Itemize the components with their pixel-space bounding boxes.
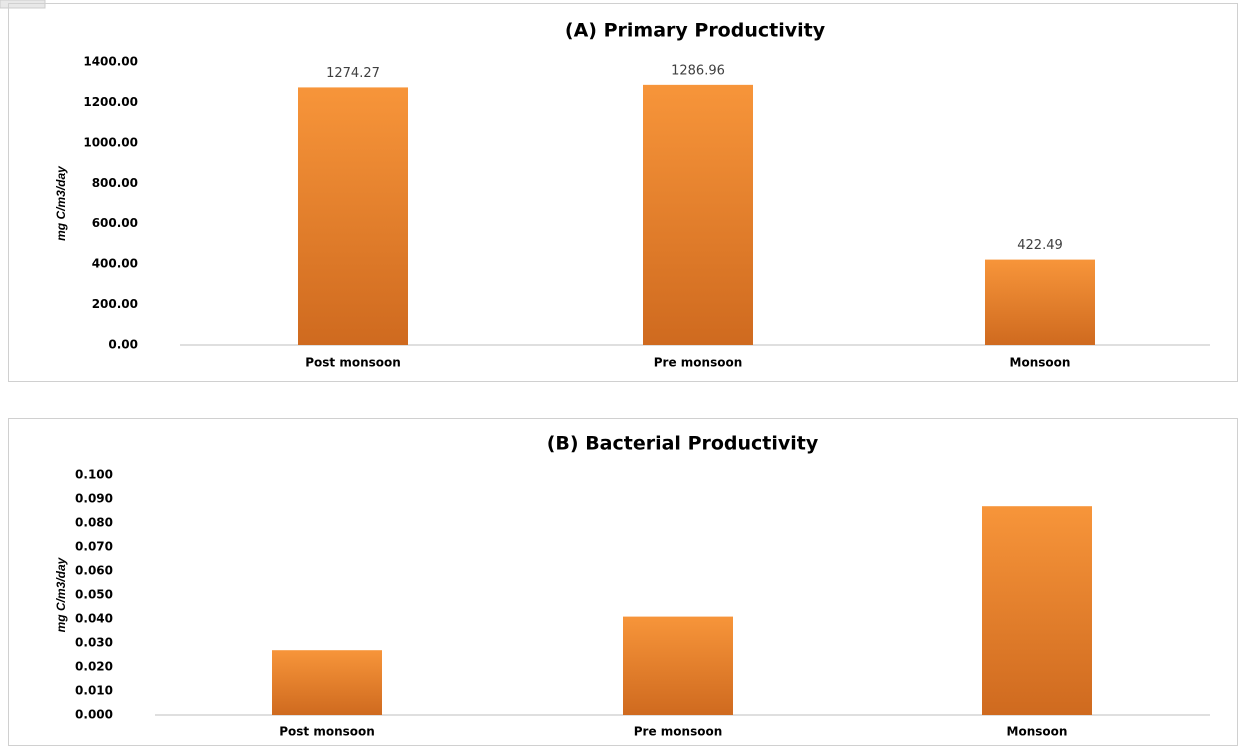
y-tick-label: 400.00	[92, 257, 138, 271]
y-tick-label: 800.00	[92, 176, 138, 190]
y-tick-label: 0.010	[75, 684, 113, 698]
y-tick-label: 0.030	[75, 636, 113, 650]
bar	[623, 616, 733, 715]
y-tick-label: 0.080	[75, 516, 113, 530]
y-tick-label: 1200.00	[83, 95, 138, 109]
y-tick-label: 0.100	[75, 468, 113, 482]
chart-title: (A) Primary Productivity	[565, 20, 826, 42]
chart-title: (B) Bacterial Productivity	[547, 433, 819, 455]
x-tick-label: Post monsoon	[279, 725, 375, 739]
value-label: 1274.27	[326, 66, 380, 81]
y-tick-label: 0.090	[75, 492, 113, 506]
x-tick-label: Monsoon	[1010, 356, 1071, 370]
y-tick-label: 0.050	[75, 588, 113, 602]
y-tick-label: 600.00	[92, 216, 138, 230]
bar	[985, 259, 1095, 345]
value-label: 1286.96	[671, 63, 725, 78]
y-tick-label: 1000.00	[83, 135, 138, 149]
y-tick-label: 0.00	[108, 338, 138, 352]
bar	[272, 650, 382, 715]
bar	[982, 506, 1092, 715]
y-tick-label: 200.00	[92, 297, 138, 311]
y-tick-label: 0.000	[75, 708, 113, 722]
x-tick-label: Pre monsoon	[654, 356, 743, 370]
y-tick-label: 0.070	[75, 540, 113, 554]
y-axis-label: mg C/m3/day	[54, 165, 68, 241]
value-label: 422.49	[1017, 238, 1063, 253]
bar	[643, 84, 753, 346]
y-tick-label: 0.060	[75, 564, 113, 578]
y-axis-label: mg C/m3/day	[54, 556, 68, 632]
x-tick-label: Pre monsoon	[634, 725, 723, 739]
bar	[298, 87, 408, 346]
x-tick-label: Monsoon	[1007, 725, 1068, 739]
x-tick-label: Post monsoon	[305, 356, 401, 370]
y-tick-label: 0.040	[75, 612, 113, 626]
y-tick-label: 1400.00	[83, 55, 138, 69]
y-tick-label: 0.020	[75, 660, 113, 674]
